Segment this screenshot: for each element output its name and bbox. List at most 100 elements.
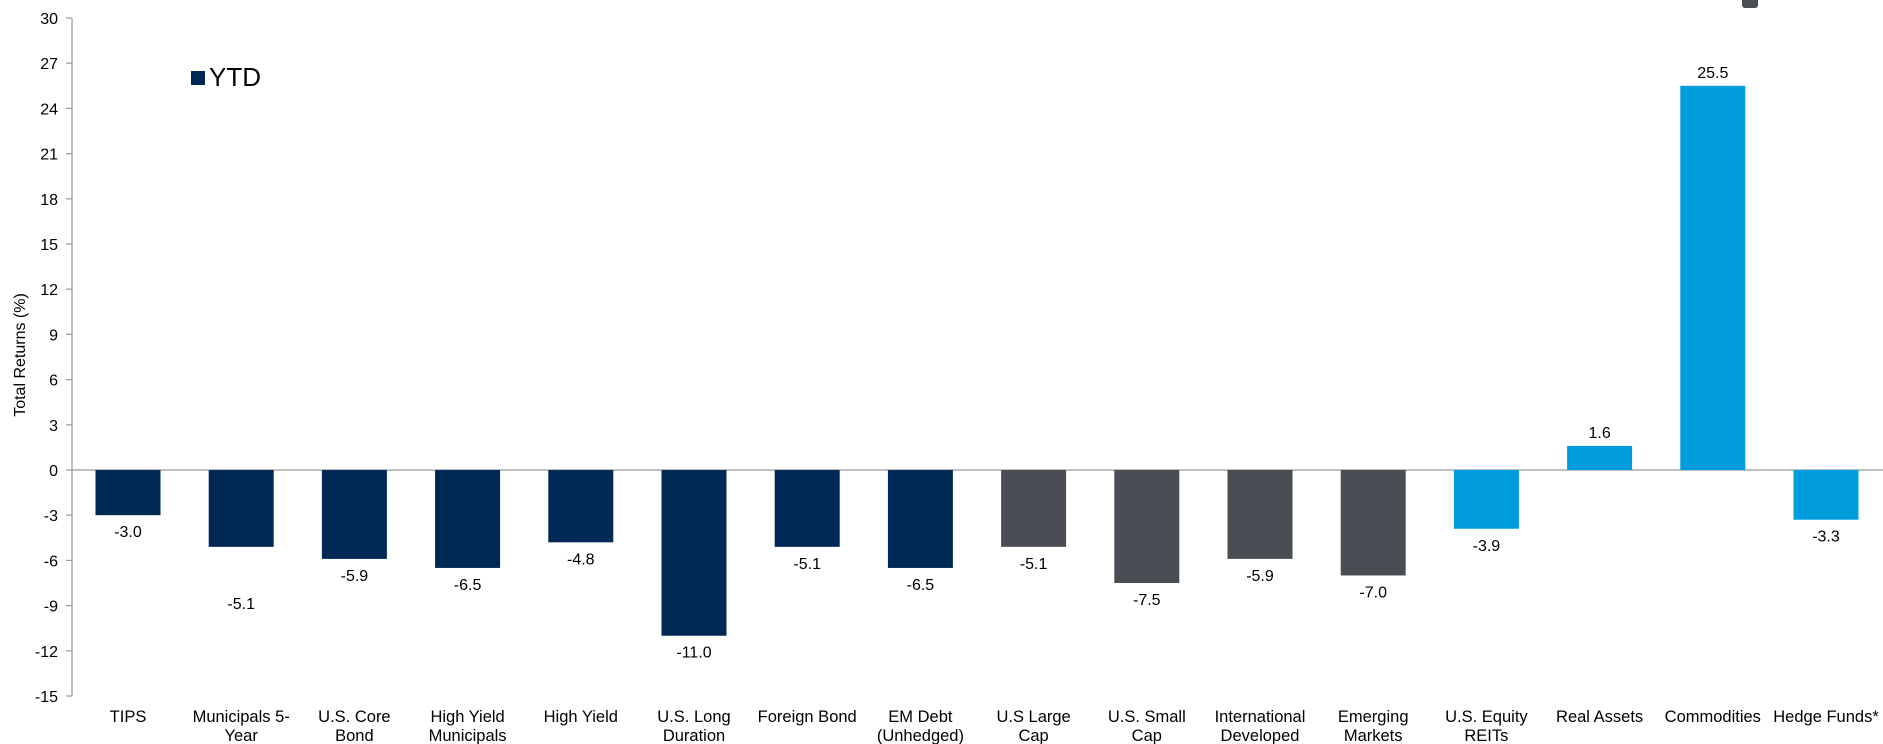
bar — [774, 470, 840, 547]
legend: YTD — [191, 62, 261, 92]
category-label-line: Developed — [1221, 727, 1300, 744]
bar — [1680, 85, 1746, 471]
y-tick-label: 30 — [40, 11, 58, 28]
category-label-line: U.S. Small — [1108, 708, 1186, 726]
y-tick-label: 0 — [49, 463, 58, 480]
category-label: High Yield — [544, 708, 618, 726]
category-label-line: High Yield — [544, 708, 618, 726]
bar — [548, 470, 614, 543]
category-label-line: REITs — [1464, 727, 1508, 744]
category-label-line: Municipals 5- — [193, 708, 290, 726]
data-label: -3.3 — [1812, 529, 1840, 546]
category-label-line: Real Assets — [1556, 708, 1643, 726]
category-label-line: U.S. Core — [318, 708, 390, 726]
category-label-line: TIPS — [110, 708, 147, 726]
legend-label-ytd: YTD — [209, 62, 261, 92]
category-label: EM Debt (Unhedged) — [877, 708, 964, 744]
data-label: -5.1 — [1020, 556, 1048, 573]
data-label: -5.1 — [793, 556, 821, 573]
y-tick-label: -6 — [44, 553, 58, 570]
bar — [1793, 470, 1859, 520]
y-tick-label: 9 — [49, 327, 58, 344]
bar — [661, 470, 727, 636]
data-label: -5.1 — [227, 596, 255, 613]
y-tick-label: 18 — [40, 192, 58, 209]
category-label-line: U.S. Long — [657, 708, 730, 726]
data-label: -6.5 — [454, 577, 482, 594]
category-label: Foreign Bond — [758, 708, 857, 726]
category-label-line: High Yield — [430, 708, 504, 726]
category-labels: TIPS Municipals 5-Year U.S. Core Bond High Y… — [110, 708, 1880, 744]
category-label: High Yield Municipals — [429, 708, 507, 744]
bar — [887, 470, 953, 568]
data-label: -7.0 — [1359, 584, 1387, 601]
data-label: 1.6 — [1588, 425, 1610, 442]
data-label: -7.5 — [1133, 592, 1161, 609]
category-label-line: Foreign Bond — [758, 708, 857, 726]
category-label: Emerging Markets — [1338, 708, 1409, 744]
category-label: TIPS — [110, 708, 147, 726]
y-tick-label: -3 — [44, 508, 58, 525]
category-label-line: International — [1215, 708, 1306, 726]
y-tick-label: -12 — [35, 644, 58, 661]
y-tick-label: 3 — [49, 418, 58, 435]
category-label-line: EM Debt — [888, 708, 953, 726]
y-axis-title: Total Returns (%) — [12, 293, 29, 417]
category-label-line: Markets — [1344, 727, 1403, 744]
category-label-line: Bond — [335, 727, 374, 744]
bar — [1001, 470, 1067, 547]
category-label-line: U.S. Equity — [1445, 708, 1528, 726]
bar — [1114, 470, 1180, 583]
y-tick-label: 15 — [40, 237, 58, 254]
data-label: -6.5 — [907, 577, 935, 594]
category-label: U.S. Small Cap — [1108, 708, 1186, 744]
y-tick-label: -15 — [35, 689, 58, 706]
legend-swatch-ytd — [191, 71, 205, 85]
data-label: -11.0 — [676, 645, 711, 662]
bar — [435, 470, 501, 568]
category-label: U.S. Core Bond — [318, 708, 390, 744]
bar — [1340, 470, 1406, 576]
data-label: -3.0 — [114, 524, 142, 541]
category-label-line: Emerging — [1338, 708, 1409, 726]
category-label-line: Year — [225, 727, 259, 744]
category-label: Hedge Funds* — [1773, 708, 1879, 726]
category-label: U.S. Equity REITs — [1445, 708, 1528, 744]
category-label: U.S Large Cap — [996, 708, 1070, 744]
category-label-line: U.S Large — [996, 708, 1070, 726]
data-label: -5.9 — [1246, 568, 1274, 585]
category-label: U.S. Long Duration — [657, 708, 730, 744]
category-label-line: Cap — [1018, 727, 1048, 744]
category-label-line: Cap — [1132, 727, 1162, 744]
data-label: -5.9 — [341, 568, 369, 585]
y-tick-label: 6 — [49, 373, 58, 390]
category-label-line: Municipals — [429, 727, 507, 744]
category-label: Commodities — [1665, 708, 1761, 726]
category-label-line: Duration — [663, 727, 725, 744]
category-label: Real Assets — [1556, 708, 1643, 726]
data-label: -3.9 — [1473, 538, 1501, 555]
y-tick-label: 24 — [40, 101, 58, 118]
cropped-marker — [1742, 0, 1758, 8]
y-tick-label: -9 — [44, 599, 58, 616]
bar — [1567, 445, 1633, 470]
bar — [1227, 470, 1293, 559]
data-labels: -3.0 -5.1 -5.9 -6.5 -4.8 -11.0 -5.1 -6.5 -5.1 -7.… — [114, 65, 1840, 662]
bar — [95, 470, 161, 516]
data-label: -4.8 — [567, 551, 595, 568]
y-tick-label: 27 — [40, 56, 58, 73]
category-label: Municipals 5-Year — [193, 708, 290, 744]
bar — [321, 470, 387, 559]
category-label-line: Hedge Funds* — [1773, 708, 1879, 726]
y-tick-label: 12 — [40, 282, 58, 299]
category-label: International Developed — [1215, 708, 1306, 744]
bar — [1453, 470, 1519, 529]
category-label-line: Commodities — [1665, 708, 1761, 726]
bars — [95, 0, 1859, 636]
bar — [208, 470, 274, 547]
category-label-line: (Unhedged) — [877, 727, 964, 744]
y-tick-label: 21 — [40, 147, 58, 164]
